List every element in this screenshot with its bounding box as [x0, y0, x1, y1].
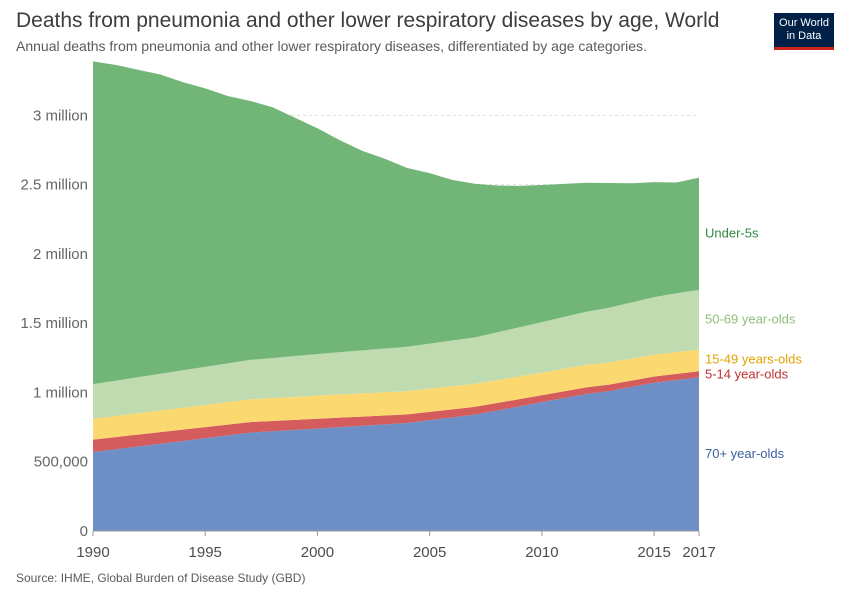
x-axis-ticks: 1990 1995 2000 2005 2010 2015 2017 — [76, 531, 716, 561]
area-5-14-year-olds[interactable] — [93, 371, 699, 453]
y-tick-label: 500,000 — [34, 454, 88, 471]
y-tick-label: 0 — [80, 523, 88, 540]
series-label: 15-49 years-olds — [705, 351, 802, 366]
x-tick-label: 2015 — [637, 544, 670, 561]
x-tick-label: 2010 — [525, 544, 558, 561]
x-tick-label: 1990 — [76, 544, 109, 561]
logo-line-2: in Data — [786, 30, 822, 42]
y-tick-label: 1.5 million — [20, 315, 88, 332]
x-tick-label: 2000 — [301, 544, 334, 561]
chart-subtitle: Annual deaths from pneumonia and other l… — [16, 38, 647, 54]
source-note: Source: IHME, Global Burden of Disease S… — [16, 571, 306, 585]
y-tick-label: 1 million — [33, 384, 88, 401]
series-label: 70+ year-olds — [705, 446, 785, 461]
series-label: 5-14 year-olds — [705, 366, 789, 381]
series-label: 50-69 year-olds — [705, 312, 796, 327]
x-tick-label: 2005 — [413, 544, 446, 561]
area-50-69-year-olds[interactable] — [93, 289, 699, 419]
area-15-49-years-olds[interactable] — [93, 349, 699, 440]
area-70-year-olds[interactable] — [93, 377, 699, 531]
area-under-5s[interactable] — [93, 61, 699, 385]
x-tick-label: 2017 — [682, 544, 715, 561]
x-tick-label: 1995 — [189, 544, 222, 561]
y-tick-label: 2 million — [33, 246, 88, 263]
chart-title: Deaths from pneumonia and other lower re… — [16, 9, 720, 32]
logo-line-1: Our World — [779, 17, 829, 29]
owid-logo[interactable]: Our World in Data — [774, 13, 834, 50]
series-label: Under-5s — [705, 226, 759, 241]
y-axis-ticks: 0 500,000 1 million 1.5 million 2 million 2.5… — [20, 107, 88, 540]
y-tick-label: 3 million — [33, 107, 88, 124]
area-series — [93, 61, 699, 532]
y-tick-label: 2.5 million — [20, 177, 88, 194]
